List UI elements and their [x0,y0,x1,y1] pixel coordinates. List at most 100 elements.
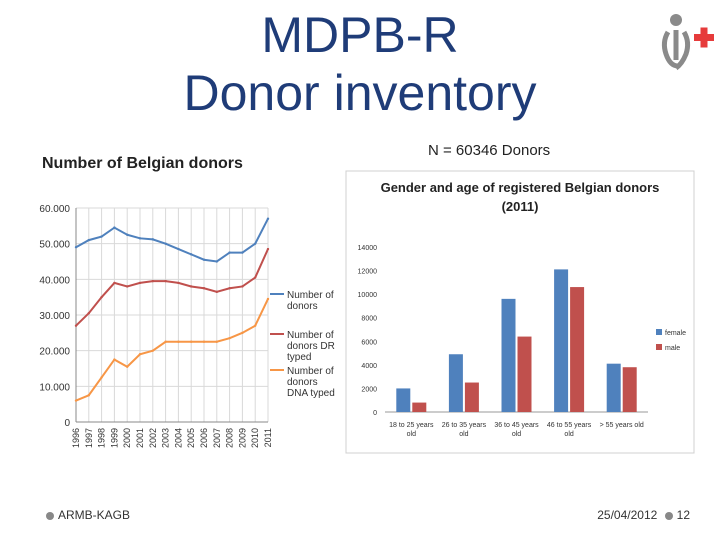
x-tick-label: 2000 [122,428,132,448]
x-category-label: 18 to 25 years old [389,422,434,438]
bar-male [464,382,479,412]
x-tick-label: 1997 [84,428,94,448]
data-point [87,312,90,315]
data-point [228,287,231,290]
y-tick-label: 2000 [361,386,377,393]
footer-bullet-icon [664,511,673,520]
y-tick-label: 30.000 [39,311,70,322]
data-point [100,376,103,379]
x-tick-label: 2002 [148,428,158,448]
data-point [215,260,218,263]
footer-organization: ARMB-KAGB [46,508,130,522]
line-chart-belgian-donors: Number of Belgian donors 0 10.000 20.000 30.… [39,155,335,448]
data-point [126,285,129,288]
series-line-dna-typed [75,298,269,402]
x-tick-label: 1996 [71,428,81,448]
data-point [241,285,244,288]
y-tick-label: 50.000 [39,240,70,251]
bar-male [412,402,427,412]
legend-label: Number of donors DNA typed [287,366,335,399]
y-tick-label: 60.000 [39,204,70,215]
y-tick-label: 0 [64,418,70,429]
y-tick-label: 40.000 [39,275,70,286]
data-point [100,295,103,299]
bar-female [554,269,569,412]
x-tick-label: 2001 [135,428,145,448]
bar-male [517,336,532,412]
data-point [74,399,78,402]
data-point [126,233,129,236]
data-point [266,217,270,220]
y-tick-label: 10.000 [39,382,70,393]
x-tick-label: 2005 [186,428,196,448]
data-point [126,365,129,368]
legend-label: male [665,345,680,352]
data-point [177,247,180,251]
data-point [254,242,257,245]
data-point [177,281,180,285]
bar-male [570,287,585,412]
x-tick-label: 2010 [250,428,260,448]
bar-female [448,354,463,412]
x-tick-label: 2003 [161,428,171,448]
legend-label: Number of donors [287,290,334,312]
logo-figure-icon [661,14,691,71]
footer-organization-text: ARMB-KAGB [58,508,131,522]
data-point [202,340,206,343]
data-point [138,237,142,240]
data-point [266,247,270,251]
legend-item-female: female [656,329,686,337]
x-category-label: > 55 years old [600,422,644,429]
x-tick-label: 2009 [237,428,247,448]
data-point [215,340,218,343]
data-point [100,235,103,238]
organization-logo [661,14,714,71]
legend-item-0: Number of donors [270,290,334,312]
y-tick-label: 10000 [358,292,378,299]
y-tick-label: 4000 [361,363,377,370]
y-tick-label: 20.000 [39,347,70,358]
series-line-dr-typed [75,248,269,327]
data-point [202,287,206,290]
bar-female [396,388,411,412]
y-tick-label: 8000 [361,316,377,323]
x-category-label: 46 to 55 years old [547,422,592,438]
legend-label: female [665,330,686,337]
data-point [190,340,193,343]
data-point [241,331,244,335]
data-point [87,394,90,397]
x-category-label: 26 to 35 years old [442,422,487,438]
y-tick-label: 14000 [358,245,378,252]
line-chart-title: Number of Belgian donors [42,155,243,172]
x-tick-label: 1999 [109,428,119,448]
data-point [266,297,270,301]
donor-count-label: N = 60346 Donors [428,142,551,159]
bar-female [606,363,621,412]
data-point [190,253,193,256]
data-point [228,251,231,254]
slide-title-line2: Donor inventory [183,65,537,121]
x-tick-label: 2008 [225,428,235,448]
slide-title-line1: MDPB-R [261,7,459,63]
data-point [138,353,142,356]
data-point [241,251,244,254]
data-point [138,281,142,285]
x-tick-label: 2006 [199,428,209,448]
data-point [151,238,154,241]
data-point [254,324,257,327]
bar-chart-title-line1: Gender and age of registered Belgian don… [381,180,660,195]
legend-item-1: Number of donors DR typed [270,330,335,363]
data-point [177,340,180,343]
data-point [164,340,167,343]
data-point [113,281,116,285]
y-tick-label: 0 [373,410,377,417]
data-point [151,349,154,352]
data-point [87,238,90,242]
data-point [113,358,116,361]
data-point [74,324,78,327]
series-line-donors [75,218,269,263]
footer-page-number: 12 [676,508,690,522]
data-point [164,242,167,245]
y-tick-label: 12000 [358,269,378,276]
legend-label: Number of donors DR typed [287,330,335,363]
